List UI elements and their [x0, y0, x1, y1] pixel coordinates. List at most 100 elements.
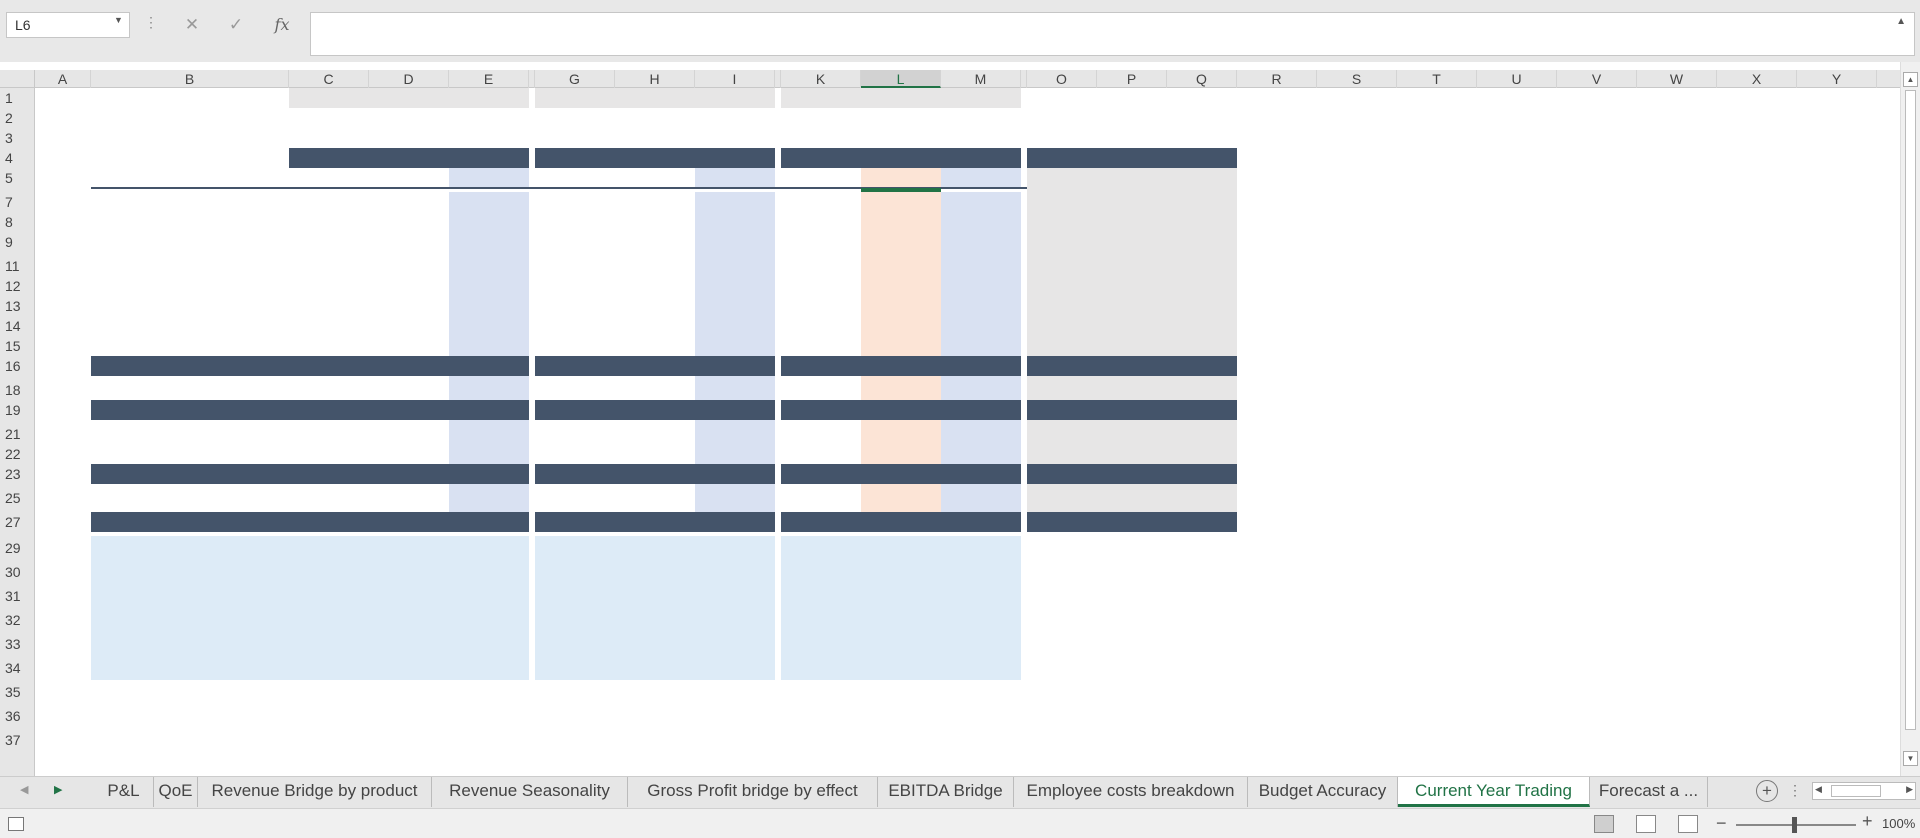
- value-cell[interactable]: [369, 488, 449, 508]
- column-header-x[interactable]: X: [1717, 70, 1797, 88]
- pct-revenue-cell[interactable]: [369, 584, 449, 608]
- row-header-13[interactable]: 13: [5, 298, 21, 314]
- value-cell[interactable]: [615, 256, 695, 276]
- pct-cell[interactable]: [1167, 400, 1237, 420]
- value-cell[interactable]: [535, 256, 615, 276]
- pct-revenue-cell[interactable]: [535, 656, 615, 680]
- row-header-21[interactable]: 21: [5, 426, 21, 442]
- pct-cell[interactable]: [1167, 464, 1237, 484]
- pct-revenue-cell[interactable]: [369, 632, 449, 656]
- active-cell-selection[interactable]: [861, 188, 941, 192]
- value-cell[interactable]: [535, 316, 615, 336]
- row-header-14[interactable]: 14: [5, 318, 21, 334]
- value-cell[interactable]: [289, 424, 369, 444]
- pct-cell[interactable]: [1097, 464, 1167, 484]
- line-label[interactable]: [91, 316, 289, 336]
- pct-cell[interactable]: [1097, 444, 1167, 464]
- page-layout-view-icon[interactable]: [1636, 815, 1656, 833]
- pct-revenue-cell[interactable]: [535, 608, 615, 632]
- row-header-32[interactable]: 32: [5, 612, 21, 628]
- value-cell[interactable]: [861, 424, 941, 444]
- line-label[interactable]: [91, 232, 289, 252]
- scroll-down-icon[interactable]: ▼: [1903, 751, 1918, 766]
- value-cell[interactable]: [861, 296, 941, 316]
- pct-revenue-label[interactable]: [91, 584, 289, 608]
- zoom-out-icon[interactable]: −: [1716, 813, 1727, 833]
- value-cell[interactable]: [695, 356, 775, 376]
- value-cell[interactable]: [289, 232, 369, 252]
- value-cell[interactable]: [941, 232, 1021, 252]
- value-cell[interactable]: [695, 232, 775, 252]
- subheader-fy19-1[interactable]: [861, 168, 941, 188]
- value-cell[interactable]: [369, 256, 449, 276]
- value-cell[interactable]: [535, 356, 615, 376]
- sheet-tab-p-l[interactable]: P&L: [94, 777, 154, 807]
- tax-rate-label[interactable]: [91, 88, 289, 108]
- value-cell[interactable]: [449, 296, 529, 316]
- value-cell[interactable]: [941, 276, 1021, 296]
- value-cell[interactable]: [861, 316, 941, 336]
- value-cell[interactable]: [941, 400, 1021, 420]
- pct-revenue-label[interactable]: [91, 632, 289, 656]
- pct-cell[interactable]: [1097, 356, 1167, 376]
- column-header-c[interactable]: C: [289, 70, 369, 88]
- page-title[interactable]: [91, 108, 695, 128]
- pct-revenue-label[interactable]: [91, 560, 289, 584]
- value-cell[interactable]: [449, 316, 529, 336]
- row-header-22[interactable]: 22: [5, 446, 21, 462]
- column-header-g[interactable]: G: [535, 70, 615, 88]
- row-header-23[interactable]: 23: [5, 466, 21, 482]
- pct-cell[interactable]: [1097, 424, 1167, 444]
- subheader-pct-2[interactable]: [1167, 168, 1237, 188]
- pct-cell[interactable]: [1097, 512, 1167, 532]
- group-header-fy19[interactable]: [781, 148, 1021, 168]
- sheet-tab-employee-costs-breakdown[interactable]: Employee costs breakdown: [1014, 777, 1248, 807]
- value-cell[interactable]: [289, 296, 369, 316]
- value-cell[interactable]: [289, 212, 369, 232]
- value-cell[interactable]: [615, 212, 695, 232]
- value-cell[interactable]: [941, 488, 1021, 508]
- value-cell[interactable]: [615, 336, 695, 356]
- row-header-30[interactable]: 30: [5, 564, 21, 580]
- pct-cell[interactable]: [1167, 336, 1237, 356]
- cancel-icon[interactable]: ✕: [184, 15, 200, 34]
- subheader-fy18-2[interactable]: [695, 168, 775, 188]
- value-cell[interactable]: [781, 464, 861, 484]
- value-cell[interactable]: [289, 336, 369, 356]
- value-cell[interactable]: [369, 380, 449, 400]
- value-cell[interactable]: [695, 444, 775, 464]
- subheader-fy17-1[interactable]: [369, 168, 449, 188]
- line-label[interactable]: [91, 400, 289, 420]
- value-cell[interactable]: [781, 336, 861, 356]
- pct-cell[interactable]: [1027, 424, 1097, 444]
- pct-cell[interactable]: [1027, 444, 1097, 464]
- pct-revenue-cell[interactable]: [535, 560, 615, 584]
- pct-cell[interactable]: [1167, 316, 1237, 336]
- column-header-j[interactable]: [775, 70, 781, 88]
- value-cell[interactable]: [781, 256, 861, 276]
- value-cell[interactable]: [861, 256, 941, 276]
- value-cell[interactable]: [369, 512, 449, 532]
- pct-cell[interactable]: [1097, 256, 1167, 276]
- value-cell[interactable]: [535, 488, 615, 508]
- value-cell[interactable]: [861, 464, 941, 484]
- pct-revenue-cell[interactable]: [369, 560, 449, 584]
- column-header-k[interactable]: K: [781, 70, 861, 88]
- line-label[interactable]: [91, 276, 289, 296]
- pct-cell[interactable]: [1027, 256, 1097, 276]
- row-header-34[interactable]: 34: [5, 660, 21, 676]
- pct-revenue-cell[interactable]: [861, 584, 941, 608]
- pct-revenue-cell[interactable]: [535, 584, 615, 608]
- value-cell[interactable]: [615, 316, 695, 336]
- page-break-view-icon[interactable]: [1678, 815, 1698, 833]
- pct-cell[interactable]: [1097, 336, 1167, 356]
- pct-cell[interactable]: [1097, 400, 1167, 420]
- row-header-33[interactable]: 33: [5, 636, 21, 652]
- column-header-b[interactable]: B: [91, 70, 289, 88]
- value-cell[interactable]: [695, 192, 775, 212]
- pct-revenue-cell[interactable]: [289, 608, 369, 632]
- sheet-tab-forecast-a[interactable]: Forecast a ...: [1590, 777, 1708, 807]
- column-header-f[interactable]: [529, 70, 535, 88]
- tax-rate-fy17[interactable]: [289, 88, 369, 108]
- pct-revenue-cell[interactable]: [781, 632, 861, 656]
